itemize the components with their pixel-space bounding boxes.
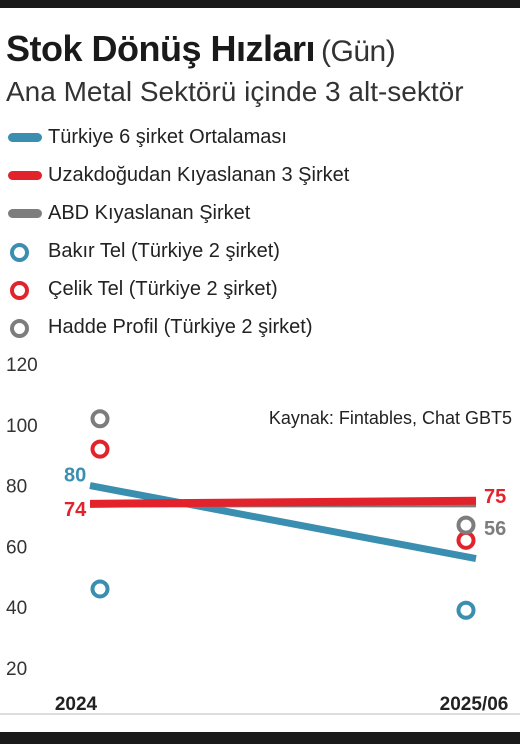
legend-line-swatch (6, 165, 46, 185)
data-point-ring (456, 530, 476, 550)
series-line (89, 482, 477, 562)
legend-label: Hadde Profil (Türkiye 2 şirket) (48, 315, 313, 338)
top-rule (0, 0, 520, 8)
legend: Türkiye 6 şirket Ortalaması Uzakdoğudan K… (6, 118, 506, 346)
source-note: Kaynak: Fintables, Chat GBT5 (268, 408, 512, 428)
y-tick-label: 60 (6, 537, 27, 558)
series-line (89, 496, 477, 508)
legend-label: Çelik Tel (Türkiye 2 şirket) (48, 277, 278, 300)
legend-label: ABD Kıyaslanan Şirket (48, 201, 251, 224)
legend-label: Uzakdoğudan Kıyaslanan 3 Şirket (48, 163, 350, 186)
data-label: 80 (64, 465, 86, 487)
x-tick-label: 2025/06 (440, 694, 509, 715)
legend-item: Hadde Profil (Türkiye 2 şirket) (6, 308, 506, 346)
y-tick-label: 100 (6, 416, 38, 437)
legend-ring-swatch (6, 279, 46, 300)
legend-ring-swatch (6, 317, 46, 338)
data-point-ring (456, 600, 476, 620)
data-point-ring (90, 579, 110, 599)
y-tick-label: 120 (6, 355, 38, 376)
data-point-ring (456, 515, 476, 535)
bottom-rule (0, 732, 520, 744)
y-tick-label: 40 (6, 598, 27, 619)
data-point-ring (90, 409, 110, 429)
legend-ring-swatch (6, 241, 46, 262)
legend-item: Uzakdoğudan Kıyaslanan 3 Şirket (6, 156, 506, 194)
chart-title: Stok Dönüş Hızları (Gün) (6, 28, 396, 70)
x-tick-label: 2024 (55, 694, 98, 715)
data-point-ring (90, 439, 110, 459)
legend-line-swatch (6, 203, 46, 223)
legend-item: Çelik Tel (Türkiye 2 şirket) (6, 270, 506, 308)
legend-item: Bakır Tel (Türkiye 2 şirket) (6, 232, 506, 270)
chart-title-unit: (Gün) (321, 35, 396, 68)
legend-line-swatch (6, 127, 46, 147)
legend-label: Bakır Tel (Türkiye 2 şirket) (48, 239, 280, 262)
chart-title-text: Stok Dönüş Hızları (6, 28, 316, 69)
chart-subtitle: Ana Metal Sektörü içinde 3 alt-sektör (6, 76, 464, 107)
legend-label: Türkiye 6 şirket Ortalaması (48, 125, 287, 148)
legend-item: ABD Kıyaslanan Şirket (6, 194, 506, 232)
y-tick-label: 20 (6, 659, 27, 680)
data-label: 75 (484, 486, 506, 508)
y-tick-label: 80 (6, 477, 27, 498)
data-label: 56 (484, 518, 506, 540)
legend-item: Türkiye 6 şirket Ortalaması (6, 118, 506, 156)
data-label: 74 (64, 499, 87, 521)
